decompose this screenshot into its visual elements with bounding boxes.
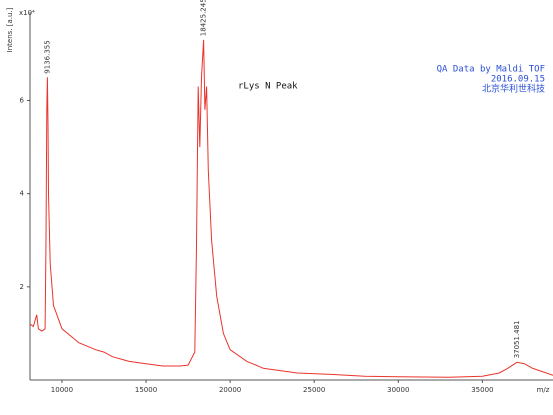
- x-axis-label: m/z: [537, 386, 550, 394]
- x-tick-label: 10000: [51, 386, 73, 394]
- y-multiplier: x10⁴: [19, 9, 35, 17]
- spectrum-line: [29, 39, 553, 378]
- x-tick-label: 15000: [135, 386, 157, 394]
- info-line: 2016.09.15: [491, 75, 545, 85]
- info-line: 北京华利世科技: [482, 83, 545, 95]
- y-tick-label: 2: [20, 283, 24, 291]
- peak-label: 9136.355: [43, 40, 51, 73]
- y-tick-label: 4: [20, 190, 25, 198]
- x-tick-label: 35000: [471, 386, 493, 394]
- peak-label: 37051.481: [513, 320, 521, 358]
- info-line: QA Data by Maldi TOF: [437, 65, 545, 75]
- x-tick-label: 20000: [219, 386, 241, 394]
- annotation: rLys N Peak: [238, 82, 298, 92]
- y-axis-label: Intens. [a.u.]: [6, 7, 14, 52]
- y-tick-label: 6: [20, 97, 25, 105]
- x-tick-label: 25000: [303, 386, 325, 394]
- x-tick-label: 30000: [387, 386, 409, 394]
- peak-label: 18425.245: [200, 0, 208, 36]
